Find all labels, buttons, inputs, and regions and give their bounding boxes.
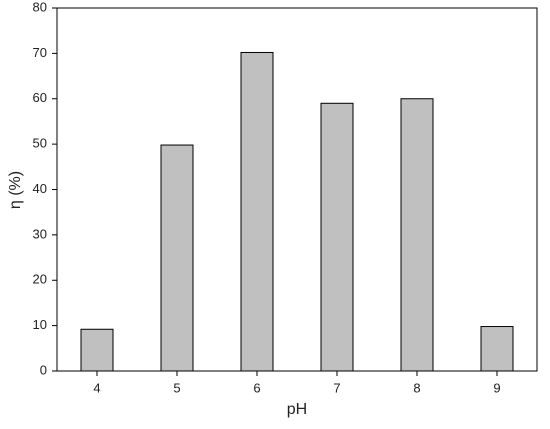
bar [160, 144, 194, 372]
bar [400, 98, 434, 372]
y-tick-label: 40 [33, 181, 47, 196]
x-tick-label: 9 [493, 380, 500, 395]
x-tick-label: 4 [93, 380, 100, 395]
y-tick-label: 0 [40, 362, 47, 377]
y-axis-title: η (%) [7, 171, 24, 209]
y-tick-label: 20 [33, 272, 47, 287]
bar [320, 102, 354, 372]
x-tick-label: 8 [413, 380, 420, 395]
x-tick-label: 7 [333, 380, 340, 395]
bar [240, 51, 274, 372]
y-tick-label: 60 [33, 90, 47, 105]
bar [480, 326, 514, 372]
y-tick-label: 30 [33, 226, 47, 241]
x-tick-label: 5 [173, 380, 180, 395]
x-axis-title: pH [287, 401, 307, 418]
bar [80, 328, 114, 372]
y-tick-label: 70 [33, 45, 47, 60]
y-tick-label: 50 [33, 136, 47, 151]
x-tick-label: 6 [253, 380, 260, 395]
y-tick-label: 80 [33, 0, 47, 14]
y-tick-label: 10 [33, 317, 47, 332]
plot-frame [56, 7, 538, 372]
